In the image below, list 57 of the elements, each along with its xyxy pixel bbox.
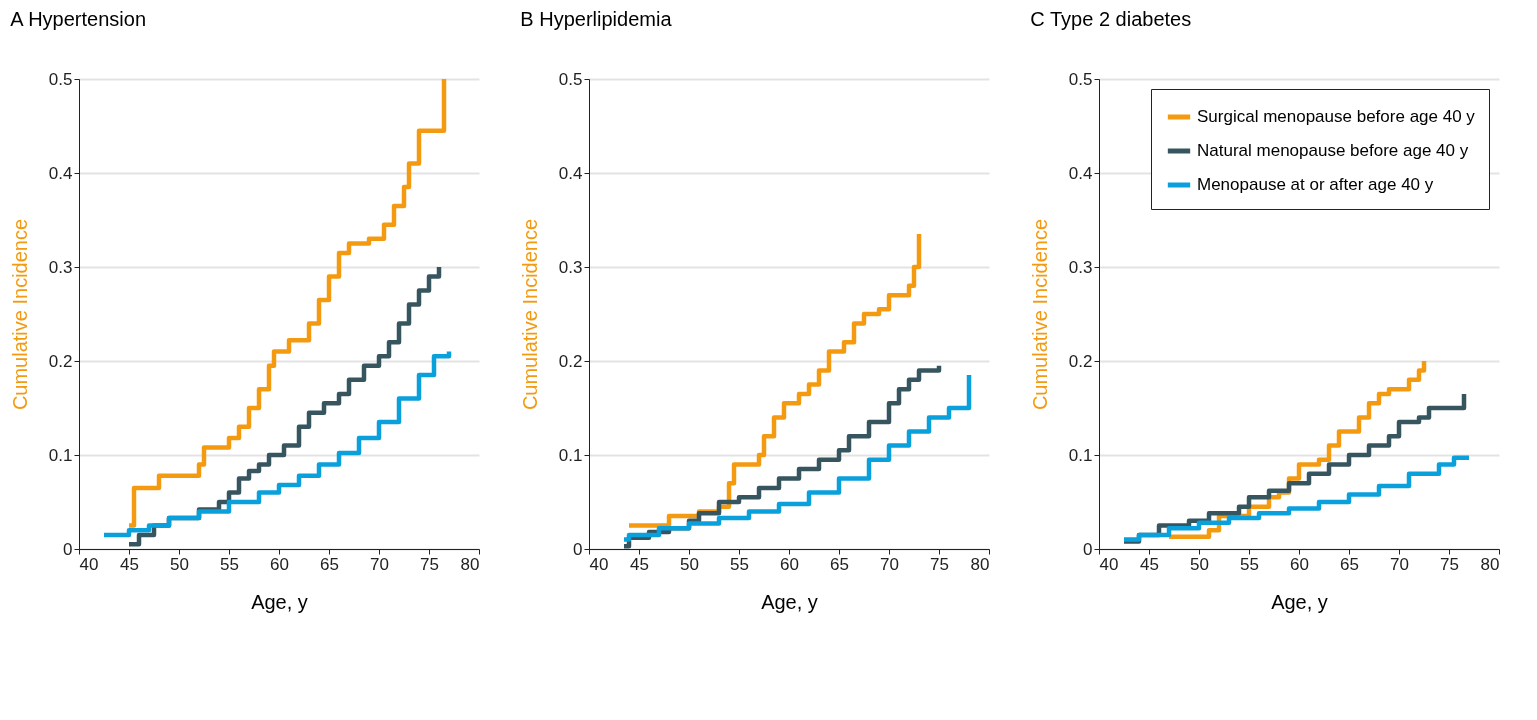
y-tick-label: 0.5	[558, 69, 583, 89]
x-tick-label: 40	[1099, 554, 1119, 574]
x-tick-label: 65	[1340, 554, 1359, 574]
legend-label: Natural menopause before age 40 y	[1197, 141, 1469, 160]
x-tick-label: 55	[1240, 554, 1259, 574]
y-tick-label: 0.3	[558, 257, 583, 277]
y-axis-title: Cumulative Incidence	[8, 218, 31, 411]
x-tick-label: 50	[680, 554, 699, 574]
x-tick-label: 40	[589, 554, 609, 574]
y-tick-label: 0.5	[1068, 69, 1093, 89]
y-tick-label: 0.3	[1068, 257, 1093, 277]
x-tick-label: 75	[420, 554, 439, 574]
x-tick-label: 65	[320, 554, 339, 574]
x-axis-title: Age, y	[761, 590, 818, 613]
x-tick-label: 70	[880, 554, 899, 574]
x-tick-label: 40	[79, 554, 99, 574]
legend-label: Menopause at or after age 40 y	[1197, 175, 1434, 194]
x-tick-label: 75	[930, 554, 949, 574]
y-tick-label: 0.3	[48, 257, 73, 277]
x-tick-label: 60	[780, 554, 799, 574]
x-tick-label: 45	[1140, 554, 1159, 574]
chart-title: A Hypertension	[10, 8, 147, 30]
y-tick-label: 0.1	[1068, 445, 1093, 465]
legend-label: Surgical menopause before age 40 y	[1197, 107, 1476, 126]
y-tick-label: 0.5	[48, 69, 73, 89]
x-tick-label: 70	[370, 554, 389, 574]
y-tick-label: 0	[63, 539, 73, 559]
x-tick-label: 70	[1390, 554, 1409, 574]
y-tick-label: 0.4	[1068, 163, 1093, 183]
x-tick-label: 80	[970, 554, 990, 574]
x-axis-title: Age, y	[251, 590, 308, 613]
y-tick-label: 0.2	[558, 351, 583, 371]
x-tick-label: 45	[630, 554, 649, 574]
x-tick-label: 60	[270, 554, 289, 574]
y-tick-label: 0.2	[48, 351, 73, 371]
x-tick-label: 75	[1440, 554, 1459, 574]
x-tick-label: 55	[220, 554, 239, 574]
chart-title: B Hyperlipidemia	[520, 8, 673, 30]
y-tick-label: 0.1	[48, 445, 73, 465]
x-tick-label: 80	[460, 554, 480, 574]
y-tick-label: 0	[573, 539, 583, 559]
y-tick-label: 0.4	[558, 163, 583, 183]
x-tick-label: 50	[170, 554, 189, 574]
y-tick-label: 0.1	[558, 445, 583, 465]
chart-title: C Type 2 diabetes	[1030, 8, 1192, 30]
x-tick-label: 50	[1190, 554, 1209, 574]
x-axis-title: Age, y	[1271, 590, 1328, 613]
x-tick-label: 55	[730, 554, 749, 574]
y-tick-label: 0	[1083, 539, 1093, 559]
x-tick-label: 80	[1480, 554, 1500, 574]
y-tick-label: 0.2	[1068, 351, 1093, 371]
y-tick-label: 0.4	[48, 163, 73, 183]
x-tick-label: 65	[830, 554, 849, 574]
x-tick-label: 45	[120, 554, 139, 574]
y-axis-title: Cumulative Incidence	[1028, 218, 1051, 411]
y-axis-title: Cumulative Incidence	[518, 218, 541, 411]
x-tick-label: 60	[1290, 554, 1309, 574]
